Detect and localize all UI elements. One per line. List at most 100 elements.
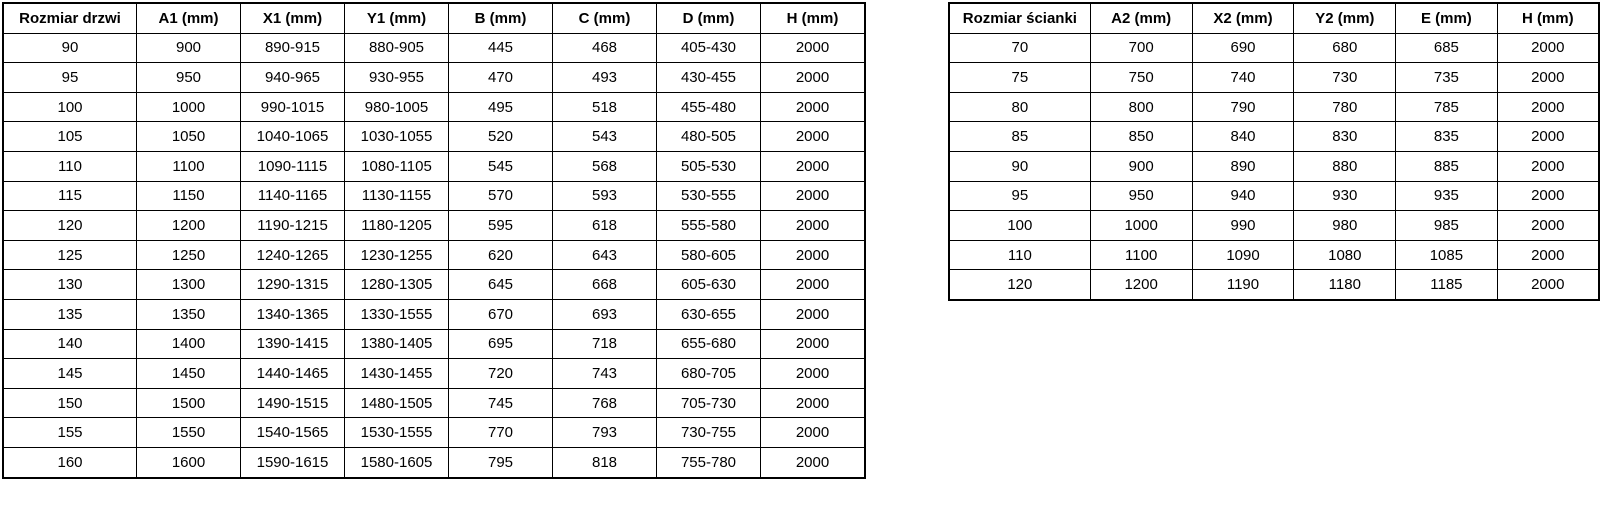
table-cell: 1440-1465 <box>240 358 345 389</box>
table-cell: 755-780 <box>656 446 761 479</box>
table-cell: 110 <box>2 150 137 182</box>
table-row: 85 850 840 830 835 2000 <box>947 121 1600 152</box>
table-cell: 1240-1265 <box>240 239 345 271</box>
table-row: 100 1000 990-1015 980-1005 495 518 455-480 2000 <box>2 91 866 123</box>
table-cell: 75 <box>947 62 1091 93</box>
table-cell: 2000 <box>760 446 866 479</box>
table-cell: 935 <box>1395 180 1498 212</box>
table-cell: 125 <box>2 239 137 271</box>
table-cell: 1540-1565 <box>240 417 345 448</box>
table-row: 120 1200 1190-1215 1180-1205 595 618 555-580 20… <box>2 210 866 241</box>
table-cell: 818 <box>552 446 657 479</box>
table-row: 105 1050 1040-1065 1030-1055 520 543 480-505 20… <box>2 121 866 152</box>
table-cell: 1140-1165 <box>240 180 345 212</box>
table-cell: 890 <box>1191 150 1295 182</box>
table-cell: 90 <box>947 150 1091 182</box>
table-cell: 593 <box>552 180 657 212</box>
table-cell: 1200 <box>1089 269 1193 301</box>
table-cell: 830 <box>1293 121 1397 152</box>
table-cell: 1580-1605 <box>344 446 449 479</box>
table-cell: 95 <box>2 62 137 93</box>
table-cell: 1250 <box>136 239 241 271</box>
column-header: Rozmiar drzwi <box>2 1 137 34</box>
table-cell: 685 <box>1395 32 1498 64</box>
table-cell: 2000 <box>1496 239 1600 271</box>
table-row: 110 1100 1090-1115 1080-1105 545 568 505-530 20… <box>2 150 866 182</box>
table-cell: 795 <box>448 446 553 479</box>
table-cell: 930 <box>1293 180 1397 212</box>
table-row: 90 900 890 880 885 2000 <box>947 150 1600 182</box>
table-cell: 1150 <box>136 180 241 212</box>
table-cell: 1180-1205 <box>344 210 449 241</box>
table-cell: 2000 <box>760 298 866 330</box>
table-row: 110 1100 1090 1080 1085 2000 <box>947 239 1600 271</box>
table-row: 95 950 940 930 935 2000 <box>947 180 1600 212</box>
column-header: Rozmiar ścianki <box>947 1 1091 34</box>
table-cell: 80 <box>947 91 1091 123</box>
table-cell: 445 <box>448 32 553 64</box>
table-cell: 980 <box>1293 210 1397 241</box>
table-cell: 1500 <box>136 387 241 419</box>
table-cell: 840 <box>1191 121 1295 152</box>
table-cell: 1080-1105 <box>344 150 449 182</box>
table-cell: 120 <box>947 269 1091 301</box>
column-header: X2 (mm) <box>1191 1 1295 34</box>
table-cell: 940 <box>1191 180 1295 212</box>
table-cell: 160 <box>2 446 137 479</box>
table-cell: 518 <box>552 91 657 123</box>
table-cell: 520 <box>448 121 553 152</box>
table-cell: 2000 <box>1496 210 1600 241</box>
table-cell: 545 <box>448 150 553 182</box>
column-header: A1 (mm) <box>136 1 241 34</box>
table-cell: 480-505 <box>656 121 761 152</box>
table-cell: 1430-1455 <box>344 358 449 389</box>
table-cell: 595 <box>448 210 553 241</box>
table-cell: 568 <box>552 150 657 182</box>
table-cell: 2000 <box>1496 32 1600 64</box>
table-cell: 720 <box>448 358 553 389</box>
table-cell: 2000 <box>760 150 866 182</box>
table-cell: 155 <box>2 417 137 448</box>
table-row: 95 950 940-965 930-955 470 493 430-455 2000 <box>2 62 866 93</box>
table-row: 125 1250 1240-1265 1230-1255 620 643 580-605 20… <box>2 239 866 271</box>
table-cell: 668 <box>552 269 657 300</box>
door-size-table: Rozmiar drzwi A1 (mm) X1 (mm) Y1 (mm) B (mm)… <box>2 1 866 479</box>
table-cell: 880 <box>1293 150 1397 182</box>
table-row: 90 900 890-915 880-905 445 468 405-430 2000 <box>2 32 866 64</box>
table-cell: 2000 <box>760 387 866 419</box>
header-row: Rozmiar drzwi A1 (mm) X1 (mm) Y1 (mm) B (mm)… <box>2 1 866 34</box>
table-cell: 620 <box>448 239 553 271</box>
column-header: D (mm) <box>656 1 761 34</box>
table-cell: 405-430 <box>656 32 761 64</box>
table-cell: 468 <box>552 32 657 64</box>
table-cell: 2000 <box>1496 91 1600 123</box>
table-cell: 470 <box>448 62 553 93</box>
table-cell: 70 <box>947 32 1091 64</box>
table-cell: 735 <box>1395 62 1498 93</box>
table-cell: 743 <box>552 358 657 389</box>
column-header: E (mm) <box>1395 1 1498 34</box>
table-cell: 1340-1365 <box>240 298 345 330</box>
table-cell: 90 <box>2 32 137 64</box>
table-cell: 718 <box>552 328 657 360</box>
table-cell: 1550 <box>136 417 241 448</box>
table-cell: 1490-1515 <box>240 387 345 419</box>
table-row: 75 750 740 730 735 2000 <box>947 62 1600 93</box>
table-row: 115 1150 1140-1165 1130-1155 570 593 530-555 20… <box>2 180 866 212</box>
table-cell: 495 <box>448 91 553 123</box>
table-cell: 2000 <box>760 91 866 123</box>
table-cell: 2000 <box>760 417 866 448</box>
table-cell: 1400 <box>136 328 241 360</box>
table-cell: 750 <box>1089 62 1193 93</box>
table-cell: 1040-1065 <box>240 121 345 152</box>
table-cell: 790 <box>1191 91 1295 123</box>
table-cell: 900 <box>136 32 241 64</box>
table-cell: 655-680 <box>656 328 761 360</box>
table-cell: 670 <box>448 298 553 330</box>
table-cell: 100 <box>947 210 1091 241</box>
column-header: H (mm) <box>1496 1 1600 34</box>
table-cell: 2000 <box>1496 150 1600 182</box>
table-row: 130 1300 1290-1315 1280-1305 645 668 605-630 20… <box>2 269 866 300</box>
table-cell: 95 <box>947 180 1091 212</box>
table-row: 135 1350 1340-1365 1330-1555 670 693 630-655 20… <box>2 298 866 330</box>
